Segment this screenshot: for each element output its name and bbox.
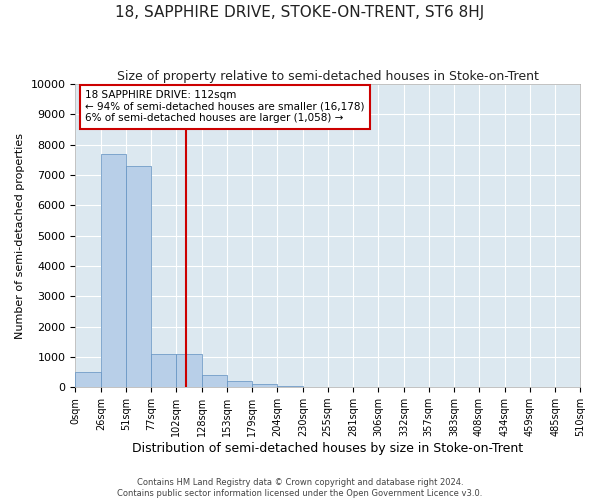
- Bar: [75, 372, 101, 387]
- Bar: [277, 386, 303, 387]
- Y-axis label: Number of semi-detached properties: Number of semi-detached properties: [15, 132, 25, 338]
- Text: Contains HM Land Registry data © Crown copyright and database right 2024.
Contai: Contains HM Land Registry data © Crown c…: [118, 478, 482, 498]
- Bar: [176, 354, 202, 387]
- Bar: [253, 384, 277, 387]
- Title: Size of property relative to semi-detached houses in Stoke-on-Trent: Size of property relative to semi-detach…: [117, 70, 539, 83]
- Bar: [202, 375, 227, 387]
- X-axis label: Distribution of semi-detached houses by size in Stoke-on-Trent: Distribution of semi-detached houses by …: [132, 442, 523, 455]
- Text: 18, SAPPHIRE DRIVE, STOKE-ON-TRENT, ST6 8HJ: 18, SAPPHIRE DRIVE, STOKE-ON-TRENT, ST6 …: [115, 5, 485, 20]
- Bar: [227, 381, 253, 387]
- Bar: [151, 354, 176, 387]
- Text: 18 SAPPHIRE DRIVE: 112sqm
← 94% of semi-detached houses are smaller (16,178)
6% : 18 SAPPHIRE DRIVE: 112sqm ← 94% of semi-…: [85, 90, 365, 124]
- Bar: [101, 154, 126, 387]
- Bar: [126, 166, 151, 387]
